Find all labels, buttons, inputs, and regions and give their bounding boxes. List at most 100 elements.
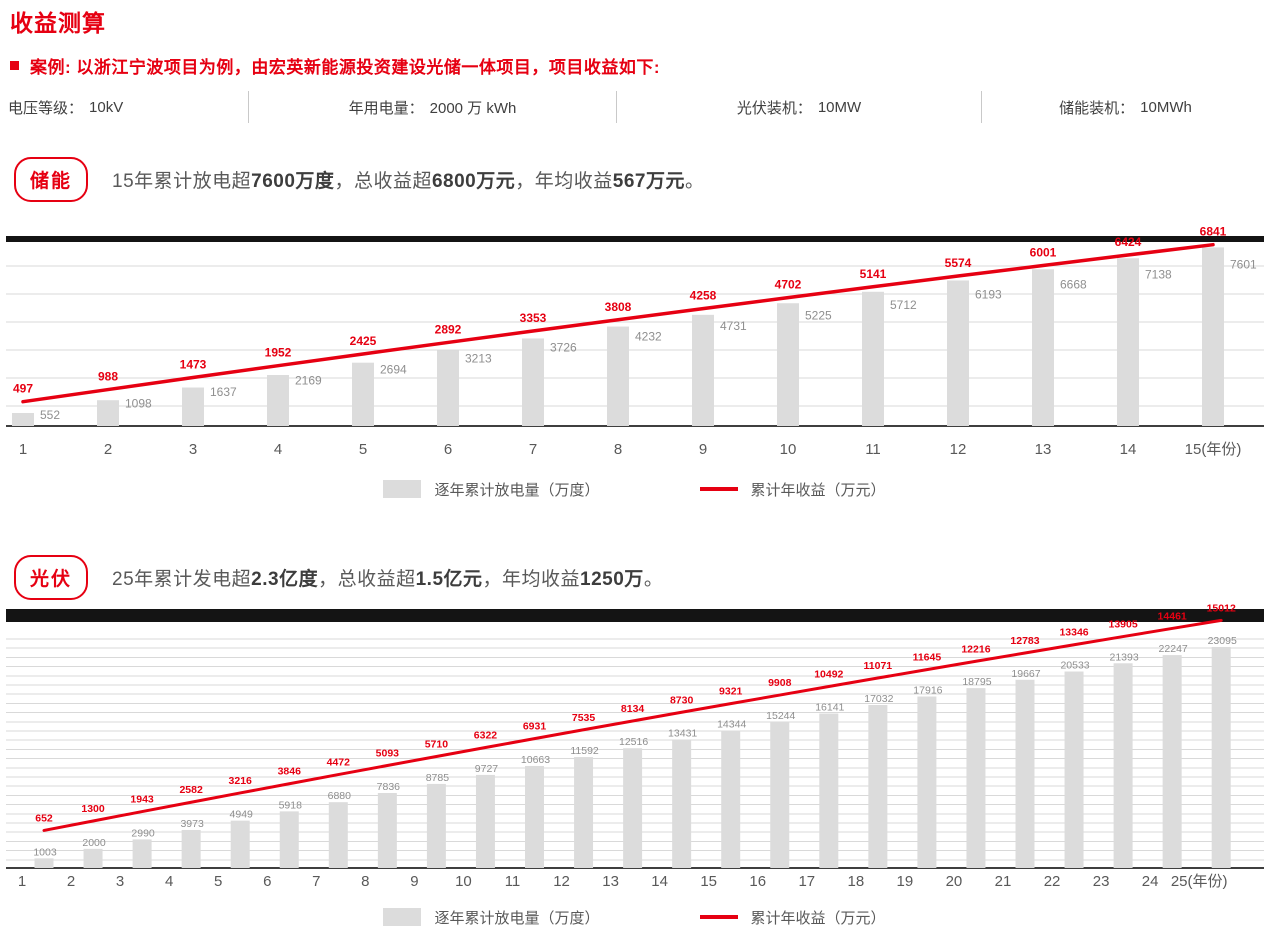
headline-text: 。 (684, 170, 705, 192)
x-axis-label: 7 (312, 873, 320, 890)
line-swatch-icon (699, 487, 738, 491)
line-value-label: 12783 (1010, 635, 1039, 647)
pv-headline: 25年累计发电超2.3亿度，总收益超1.5亿元，年均收益1250万。 (112, 564, 663, 591)
bar (672, 739, 692, 868)
headline-number: 1250万 (580, 568, 644, 590)
bar (328, 802, 348, 868)
bar-value-label: 3213 (465, 351, 492, 365)
bar (279, 811, 299, 868)
line-value-label: 2892 (435, 322, 462, 336)
legend-item-revenue: 累计年收益（万元） (699, 479, 886, 500)
bar (1117, 258, 1139, 426)
pv-chart: 1003 2000 2990 3973 4949 5918 6880 7836 8785 9727… (0, 575, 1269, 903)
bar (966, 688, 986, 868)
bar-value-label: 13431 (668, 727, 697, 739)
bar-value-label: 9727 (475, 763, 499, 775)
x-axis-label: 2 (67, 873, 75, 890)
x-axis-label: 13 (602, 873, 619, 890)
headline-text: ，年均收益 (482, 568, 581, 590)
param-pv-capacity: 光伏装机： 10MW (616, 91, 981, 123)
bar (132, 839, 152, 868)
line-value-label: 14461 (1158, 610, 1187, 622)
line-value-label: 5141 (860, 267, 887, 281)
page-title: 收益测算 (10, 10, 106, 36)
bar (1064, 671, 1084, 868)
bar-swatch-icon (383, 480, 422, 498)
bar-value-label: 6880 (328, 790, 352, 802)
x-axis-label: 8 (361, 873, 369, 890)
x-axis-label: 25(年份) (1171, 873, 1228, 890)
bar (475, 774, 495, 868)
bar (607, 326, 629, 426)
headline-text: ，总收益超 (334, 170, 432, 192)
line-value-label: 1952 (265, 346, 292, 360)
param-value: 10MW (817, 98, 862, 116)
line-value-label: 1943 (130, 794, 154, 806)
bar (181, 829, 201, 868)
pv-chart-legend: 逐年累计放电量（万度） 累计年收益（万元） (0, 905, 1269, 929)
line-value-label: 6001 (1030, 245, 1057, 259)
line-value-label: 4472 (327, 757, 351, 769)
x-axis-label: 6 (263, 873, 271, 890)
x-axis-label: 11 (865, 441, 881, 458)
storage-headline: 15年累计放电超7600万度，总收益超6800万元，年均收益567万元。 (112, 166, 704, 193)
legend-item-discharge: 逐年累计放电量（万度） (383, 907, 600, 928)
x-axis-label: 5 (214, 873, 222, 890)
bar (437, 350, 459, 426)
bar (574, 757, 594, 868)
bar (777, 303, 799, 426)
param-annual-consumption: 年用电量： 2000 万 kWh (248, 91, 616, 123)
x-axis-label: 2 (104, 441, 112, 458)
line-value-label: 10492 (814, 669, 843, 681)
bar-value-label: 4232 (635, 329, 662, 343)
line-value-label: 497 (13, 382, 33, 396)
bar-value-label: 11592 (570, 745, 599, 757)
storage-chart-canvas: 5521098163721692694321337264232473152255… (6, 225, 1264, 458)
x-axis-label: 12 (950, 441, 967, 458)
line-value-label: 2582 (179, 784, 203, 796)
line-value-label: 6424 (1115, 235, 1142, 249)
headline-number: 567万元 (612, 170, 685, 192)
param-value: 10kV (89, 98, 124, 116)
x-axis-label: 5 (359, 441, 367, 458)
line-value-label: 11071 (864, 660, 893, 672)
line-value-label: 1473 (180, 358, 207, 372)
line-value-label: 3846 (278, 766, 302, 778)
legend-label: 逐年累计放电量（万度） (434, 909, 600, 927)
case-description: 案例: 以浙江宁波项目为例，由宏英新能源投资建设光储一体项目，项目收益如下: (30, 57, 661, 77)
bar-value-label: 17032 (864, 693, 893, 705)
line-value-label: 6322 (474, 730, 498, 742)
bar-value-label: 1098 (125, 397, 152, 411)
line-value-label: 6931 (523, 721, 547, 733)
x-axis-label: 8 (614, 441, 622, 458)
bar-value-label: 2694 (380, 362, 407, 376)
bar-swatch-icon (383, 908, 422, 926)
x-axis-label: 24 (1142, 873, 1159, 890)
bar-value-label: 6193 (975, 288, 1002, 302)
bar-value-label: 19667 (1011, 668, 1040, 680)
legend-item-discharge: 逐年累计放电量（万度） (383, 479, 600, 500)
x-axis-label: 1 (18, 873, 26, 890)
line-value-label: 8730 (670, 694, 694, 706)
x-axis-label: 18 (848, 873, 865, 890)
legend-item-revenue: 累计年收益（万元） (699, 907, 886, 928)
line-value-label: 11645 (913, 652, 942, 664)
chart-top-band (6, 609, 1264, 622)
bar-value-label: 7836 (377, 781, 401, 793)
bar-value-label: 2169 (295, 374, 322, 388)
headline-number: 6800万元 (431, 170, 516, 192)
headline-text: 15年累计放电超 (112, 170, 252, 192)
line-value-label: 9321 (719, 686, 743, 698)
revenue-line (42, 618, 1223, 832)
line-value-label: 4702 (775, 278, 802, 292)
bar-value-label: 552 (40, 408, 60, 422)
bar (1202, 247, 1224, 426)
param-storage-capacity: 储能装机： 10MWh (981, 91, 1269, 123)
bar-value-label: 18795 (962, 676, 991, 688)
param-value: 2000 万 kWh (429, 99, 517, 117)
line-value-label: 8134 (621, 703, 645, 715)
line-value-label: 2425 (350, 334, 377, 348)
x-axis-label: 3 (116, 873, 124, 890)
case-bullet-row: 案例: 以浙江宁波项目为例，由宏英新能源投资建设光储一体项目，项目收益如下: (10, 54, 661, 77)
pv-section-header: 光伏 25年累计发电超2.3亿度，总收益超1.5亿元，年均收益1250万。 (14, 554, 663, 600)
